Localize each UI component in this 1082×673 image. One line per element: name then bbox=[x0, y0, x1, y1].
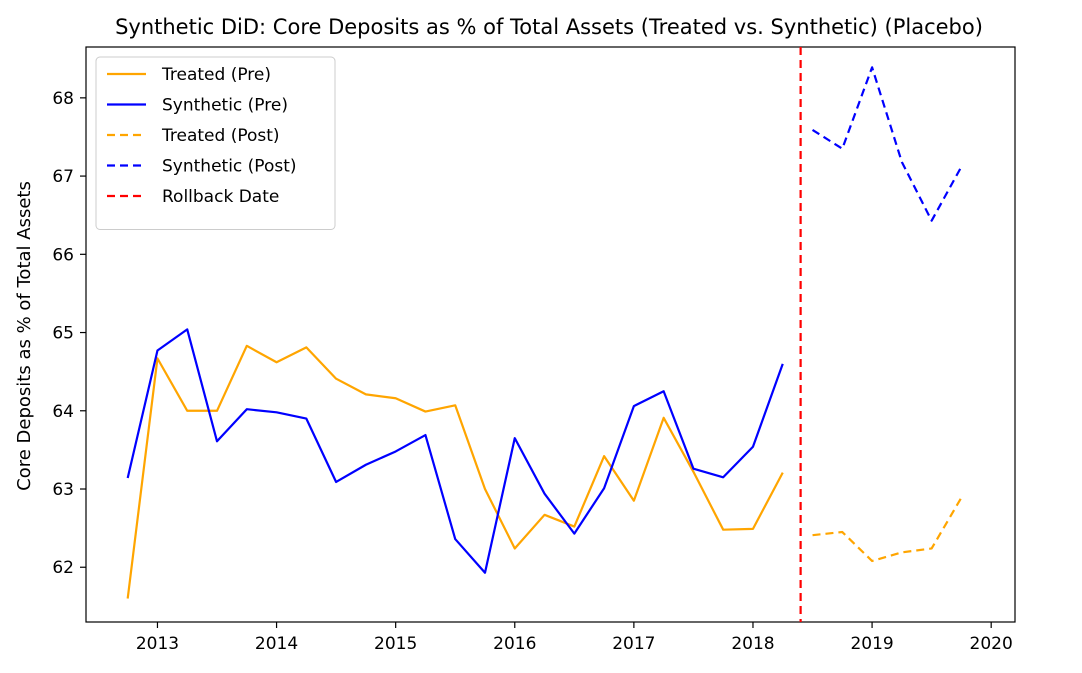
y-tick-label: 67 bbox=[52, 167, 74, 187]
y-tick-label: 68 bbox=[52, 89, 74, 109]
legend-label: Synthetic (Post) bbox=[162, 157, 297, 177]
x-tick-label: 2014 bbox=[255, 634, 298, 654]
y-tick-label: 64 bbox=[52, 402, 74, 422]
x-tick-label: 2013 bbox=[136, 634, 179, 654]
y-tick-label: 63 bbox=[52, 480, 74, 500]
x-tick-label: 2016 bbox=[493, 634, 536, 654]
x-tick-label: 2019 bbox=[850, 634, 893, 654]
series-line-1 bbox=[126, 328, 784, 574]
series-line-3 bbox=[811, 66, 963, 222]
legend-label: Treated (Post) bbox=[161, 126, 280, 146]
legend-label: Synthetic (Pre) bbox=[162, 96, 288, 116]
legend-label: Rollback Date bbox=[162, 187, 279, 207]
plot-frame bbox=[85, 46, 1016, 623]
x-tick-label: 2017 bbox=[612, 634, 655, 654]
y-tick-label: 66 bbox=[52, 245, 74, 265]
chart-title: Synthetic DiD: Core Deposits as % of Tot… bbox=[115, 15, 983, 39]
plot-area: 2013 2014 2015 2016 2017 2018 2019 2020 62 63 64 65… bbox=[52, 46, 1016, 654]
y-axis-label: Core Deposits as % of Total Assets bbox=[14, 181, 35, 491]
y-tick-label: 65 bbox=[52, 324, 74, 344]
y-tick-label: 62 bbox=[52, 558, 74, 578]
x-tick-label: 2020 bbox=[970, 634, 1013, 654]
legend-box bbox=[95, 56, 336, 230]
x-tick-label: 2018 bbox=[731, 634, 774, 654]
x-tick-label: 2015 bbox=[374, 634, 417, 654]
series-line-0 bbox=[126, 344, 784, 599]
legend-label: Treated (Pre) bbox=[161, 65, 271, 85]
